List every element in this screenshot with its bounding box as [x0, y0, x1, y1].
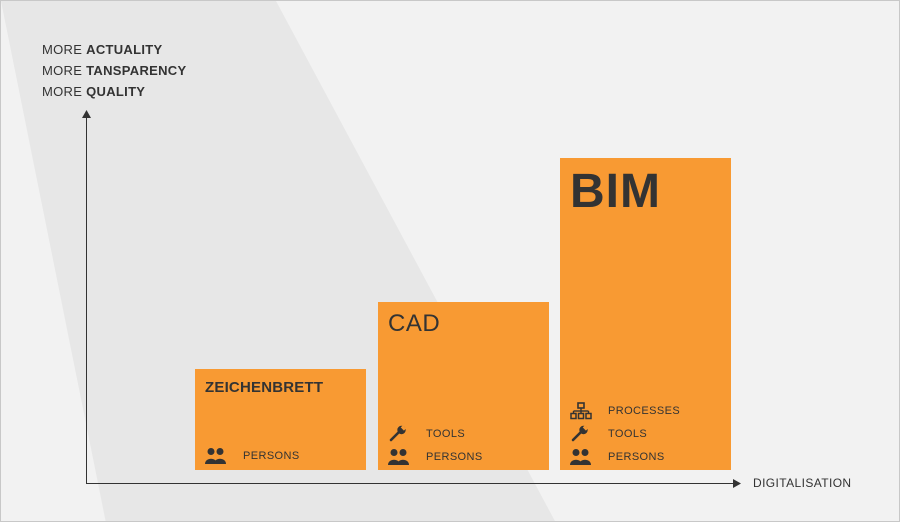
- hierarchy-icon: [570, 402, 592, 420]
- feature-processes: PROCESSES: [570, 402, 680, 420]
- y-axis-label-transparency: MORE TANSPARENCY: [42, 63, 187, 78]
- feature-persons: PERSONS: [570, 448, 665, 466]
- bar-title: ZEICHENBRETT: [205, 379, 324, 396]
- feature-label: PERSONS: [608, 451, 665, 463]
- bar-bim: BIM PROCESSES TOOLS: [560, 158, 731, 470]
- persons-icon: [388, 449, 409, 465]
- feature-tools: TOOLS: [388, 425, 465, 443]
- y-axis-label-quality: MORE QUALITY: [42, 84, 146, 99]
- wrench-icon: [389, 425, 407, 442]
- x-axis-label: DIGITALISATION: [753, 476, 852, 490]
- y-axis-label-actuality: MORE ACTUALITY: [42, 42, 163, 57]
- y-axis-labels: MORE ACTUALITY MORE TANSPARENCY MORE QUA…: [42, 39, 186, 102]
- bar-zeichenbrett: ZEICHENBRETT PERSONS: [195, 369, 366, 470]
- wrench-icon: [571, 425, 589, 442]
- feature-persons: PERSONS: [205, 447, 300, 465]
- feature-label: PERSONS: [243, 450, 300, 462]
- persons-icon: [570, 449, 591, 465]
- feature-label: PERSONS: [426, 451, 483, 463]
- x-axis-arrow-icon: [733, 479, 741, 488]
- bar-title: CAD: [388, 310, 441, 337]
- feature-label: PROCESSES: [608, 405, 681, 417]
- persons-icon: [205, 448, 226, 464]
- feature-persons: PERSONS: [388, 448, 483, 466]
- feature-label: TOOLS: [426, 428, 466, 440]
- feature-tools: TOOLS: [570, 425, 647, 443]
- bar-cad: CAD TOOLS PERSONS: [378, 302, 549, 470]
- y-axis-arrow-icon: [82, 110, 91, 118]
- bar-title: BIM: [570, 165, 661, 218]
- feature-label: TOOLS: [608, 428, 648, 440]
